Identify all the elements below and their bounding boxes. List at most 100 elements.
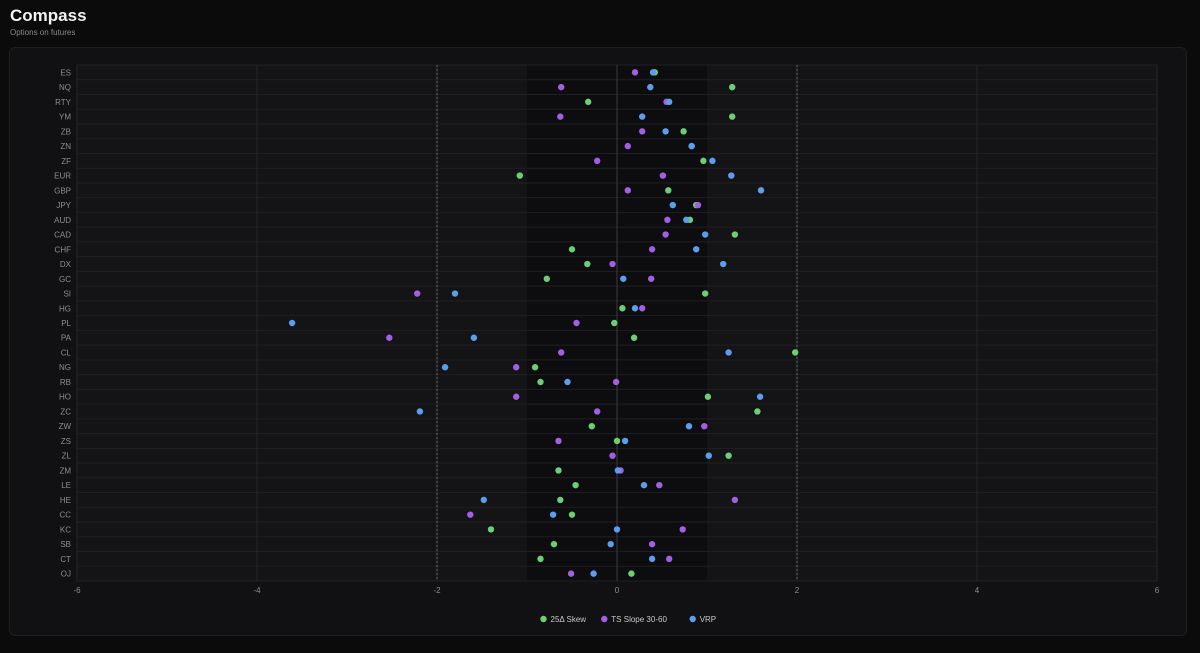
y-tick-label: AUD <box>54 216 71 225</box>
data-point <box>288 319 296 327</box>
page-subtitle: Options on futures <box>10 28 76 37</box>
y-tick-label: YM <box>59 113 71 122</box>
data-point <box>679 526 686 533</box>
data-point <box>607 540 614 548</box>
data-point <box>487 526 495 533</box>
data-point <box>621 437 629 445</box>
data-point <box>613 437 621 445</box>
data-point <box>451 290 459 297</box>
data-point <box>416 408 424 415</box>
y-tick-label: CL <box>61 348 72 357</box>
page-header: Compass Options on futures <box>10 6 87 37</box>
data-point <box>639 305 646 312</box>
data-point <box>624 187 631 194</box>
data-point <box>558 83 565 91</box>
data-point <box>756 393 764 400</box>
y-tick-label: NG <box>59 363 71 372</box>
data-point <box>648 246 656 253</box>
data-point <box>666 98 673 106</box>
y-tick-label: KC <box>60 525 71 534</box>
data-point <box>725 452 732 459</box>
data-point <box>659 172 667 179</box>
data-point <box>685 423 693 430</box>
data-point <box>414 290 421 297</box>
data-point <box>648 540 656 548</box>
data-point <box>609 452 616 459</box>
data-point <box>694 201 702 209</box>
data-point <box>731 231 739 238</box>
data-point <box>647 83 654 91</box>
data-point <box>649 69 657 76</box>
data-point <box>555 467 562 474</box>
y-tick-label: ZM <box>59 466 71 475</box>
data-point <box>720 260 727 268</box>
y-tick-label: ZN <box>60 142 71 151</box>
data-point <box>731 496 739 504</box>
data-point <box>537 555 544 563</box>
data-point <box>702 231 709 238</box>
data-point <box>665 187 672 194</box>
x-tick-label: 2 <box>795 586 800 595</box>
data-point <box>550 540 558 548</box>
data-point <box>705 452 712 459</box>
legend-label: TS Slope 30-60 <box>611 615 667 624</box>
data-point <box>631 69 639 76</box>
data-point <box>594 408 601 415</box>
legend-label: 25Δ Skew <box>551 615 587 624</box>
data-point <box>728 172 735 179</box>
y-tick-label: HE <box>60 496 71 505</box>
y-tick-label: ES <box>60 68 71 77</box>
data-point <box>648 275 655 282</box>
data-point <box>702 290 709 297</box>
data-point <box>613 526 621 533</box>
data-point <box>584 260 591 268</box>
data-point <box>537 378 544 386</box>
data-point <box>531 364 539 371</box>
y-tick-label: GBP <box>54 186 71 195</box>
data-point <box>585 98 592 106</box>
data-point <box>704 393 712 400</box>
data-point <box>656 481 663 489</box>
data-point <box>555 437 562 445</box>
x-tick-label: -4 <box>253 586 261 595</box>
y-tick-label: EUR <box>54 172 71 181</box>
data-point <box>480 496 487 504</box>
legend-label: VRP <box>700 615 716 624</box>
data-point <box>572 481 579 489</box>
legend-marker <box>689 615 696 623</box>
y-tick-label: ZL <box>62 452 72 461</box>
data-point <box>630 334 638 341</box>
data-point <box>683 216 690 223</box>
data-point <box>568 246 576 253</box>
data-point <box>567 570 575 577</box>
data-point <box>609 260 616 268</box>
x-tick-label: 4 <box>975 586 980 595</box>
data-point <box>725 349 732 356</box>
data-point <box>590 570 597 577</box>
data-point <box>611 319 618 327</box>
legend-marker <box>540 615 547 623</box>
y-tick-label: DX <box>60 260 72 269</box>
y-tick-label: RB <box>60 378 71 387</box>
data-point <box>666 555 673 563</box>
data-point <box>516 172 523 179</box>
data-point <box>558 349 565 356</box>
y-tick-label: HO <box>59 393 71 402</box>
data-point <box>557 496 564 504</box>
dot-plot-chart: ES NQ RTY YM ZB ZN ZF EUR GBP JPY AUD CAD CHF DX GC SI H… <box>54 64 1160 624</box>
data-point <box>614 467 622 474</box>
page-title: Compass <box>10 6 87 25</box>
data-point <box>693 246 700 253</box>
data-point <box>688 142 695 150</box>
y-tick-label: ZW <box>59 422 72 431</box>
data-point <box>680 128 687 135</box>
data-point <box>619 305 626 312</box>
data-point <box>620 275 627 282</box>
data-point <box>701 423 708 430</box>
x-tick-label: 6 <box>1155 586 1160 595</box>
data-point <box>700 157 707 165</box>
data-point <box>467 511 474 518</box>
data-point <box>729 83 736 91</box>
data-point <box>640 481 648 489</box>
y-tick-label: PA <box>61 334 72 343</box>
